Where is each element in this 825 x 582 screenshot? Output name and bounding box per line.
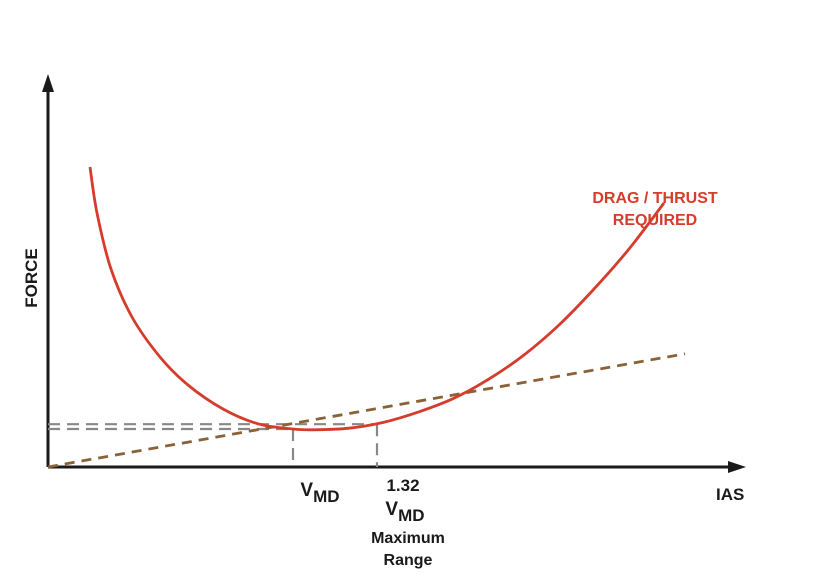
x-axis-label: IAS	[716, 485, 744, 504]
vmd-tick-label: VMD	[300, 480, 339, 506]
max-range-label-v: V	[385, 499, 398, 520]
x-axis-arrowhead	[728, 461, 746, 473]
tangent-line	[47, 352, 686, 469]
curve-label-line-2: REQUIRED	[613, 212, 697, 229]
drag-thrust-curve	[88, 166, 666, 432]
vmd-label-v: V	[300, 480, 313, 501]
max-range-caption-line-1: Maximum	[371, 530, 445, 547]
y-axis-label: FORCE	[22, 248, 41, 308]
max-range-label-sub: MD	[398, 506, 424, 525]
vmd-label-sub: MD	[313, 487, 339, 506]
y-axis-arrowhead	[42, 74, 54, 92]
max-range-caption-line-2: Range	[384, 552, 433, 569]
max-range-tick-label: VMD	[385, 499, 424, 525]
curve-label-line-1: DRAG / THRUST	[592, 190, 718, 207]
max-range-multiplier: 1.32	[386, 476, 419, 495]
